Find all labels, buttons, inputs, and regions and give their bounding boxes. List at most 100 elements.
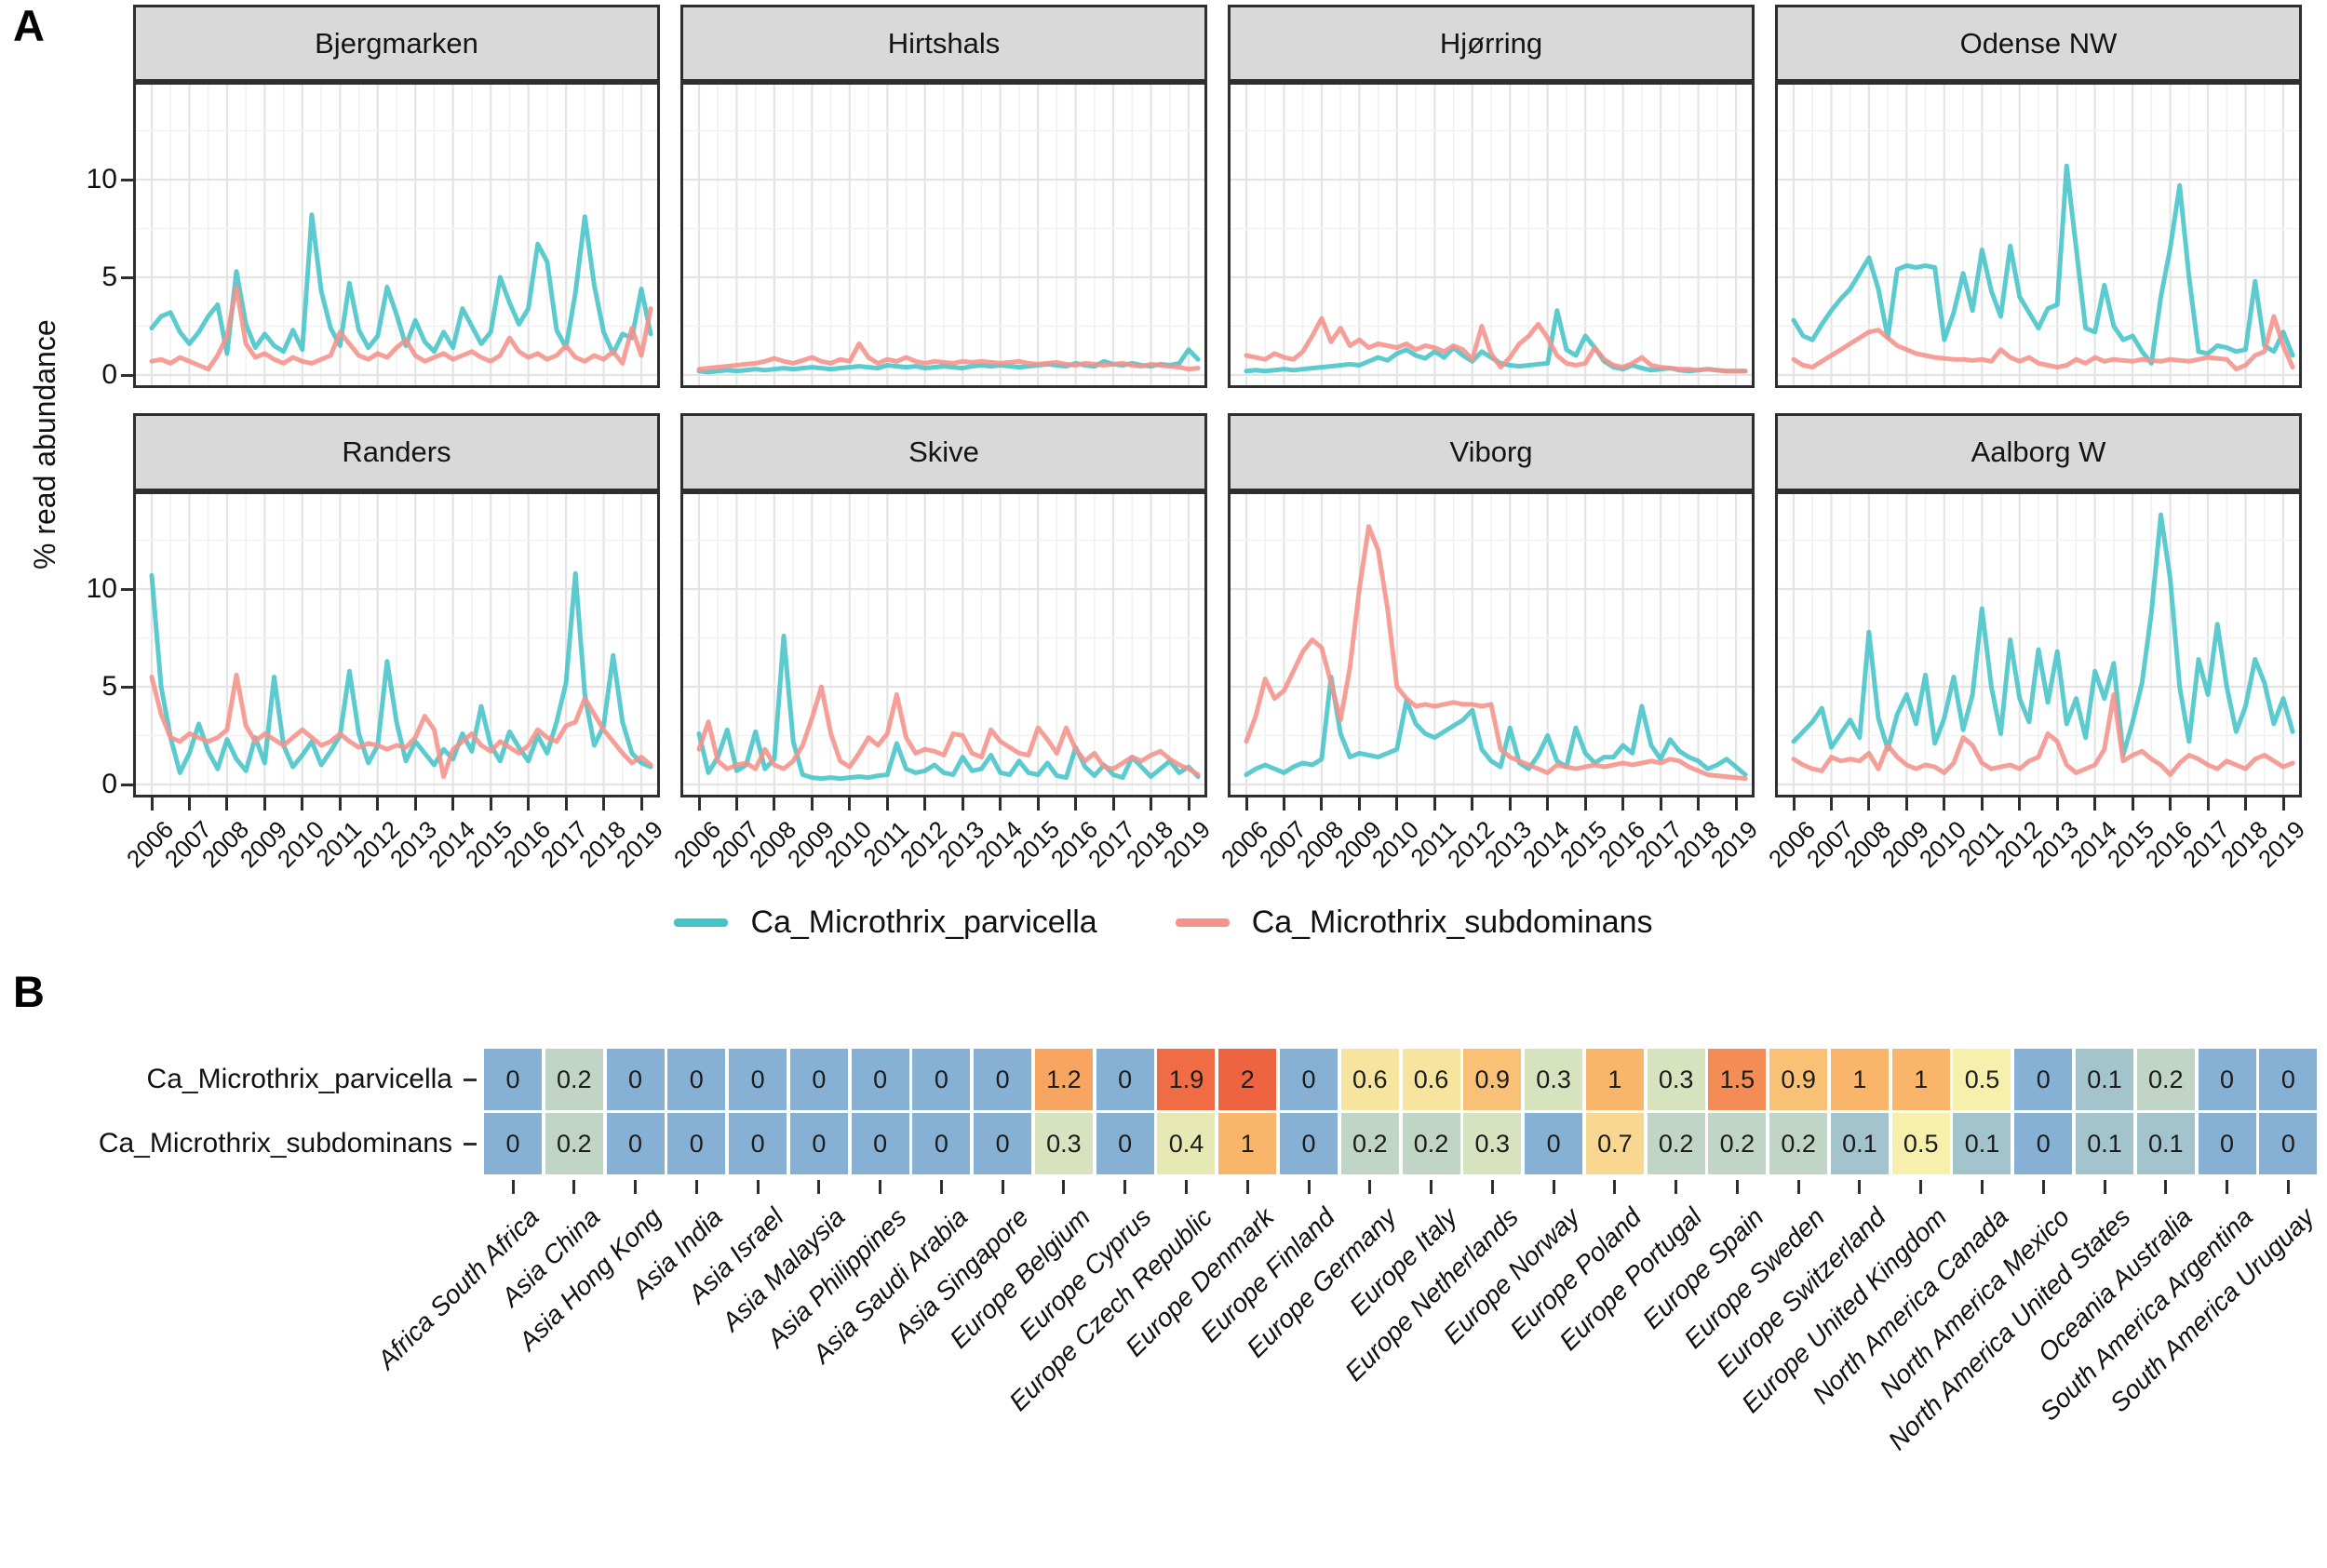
x-tick-mark	[1074, 797, 1078, 811]
series-line-Ca_Microthrix_subdominans	[696, 341, 1201, 372]
x-tick-mark	[2131, 797, 2134, 811]
y-tick-mark	[121, 783, 133, 786]
heatmap-cell: 0	[729, 1113, 787, 1174]
heatmap-cell: 0.1	[2136, 1113, 2195, 1174]
x-tick-mark	[262, 797, 266, 811]
heatmap-cell: 0	[606, 1113, 665, 1174]
heatmap-cell: 0.2	[2136, 1049, 2195, 1110]
facet-plot-Hjørring	[1228, 82, 1755, 388]
legend: Ca_Microthrix_parvicella Ca_Microthrix_s…	[0, 905, 2327, 941]
heatmap-col-tick-mark	[1919, 1180, 1923, 1194]
legend-label-parvicella: Ca_Microthrix_parvicella	[750, 905, 1097, 940]
series-line-Ca_Microthrix_parvicella	[149, 570, 653, 775]
heatmap-cell: 0	[1096, 1113, 1154, 1174]
heatmap-cell: 0	[606, 1049, 665, 1110]
heatmap-col-tick-mark	[939, 1180, 943, 1194]
facet-plot-Odense NW	[1775, 82, 2302, 388]
heatmap-cell: 0	[2259, 1113, 2318, 1174]
heatmap-cell: 1.2	[1034, 1049, 1093, 1110]
facet-plot-Viborg	[1228, 491, 1755, 797]
x-tick-mark	[150, 797, 154, 811]
facet-header: Hjørring	[1228, 5, 1755, 82]
series-line-Ca_Microthrix_parvicella	[696, 633, 1201, 782]
heatmap-row-label: Ca_Microthrix_parvicella	[146, 1064, 452, 1094]
heatmap-col-tick-mark	[1123, 1180, 1127, 1194]
heatmap-col-tick-mark	[1001, 1180, 1004, 1194]
x-tick-mark	[564, 797, 568, 811]
x-tick-mark	[848, 797, 852, 811]
heatmap-col-tick-mark	[1552, 1180, 1555, 1194]
heatmap-col-tick-mark	[1430, 1180, 1433, 1194]
x-tick-mark	[773, 797, 776, 811]
heatmap-cell: 1	[1585, 1049, 1644, 1110]
facet-plot-Hirtshals	[680, 82, 1207, 388]
heatmap-cell: 0	[912, 1113, 971, 1174]
y-axis-label: % read abundance	[28, 319, 61, 570]
y-tick-mark	[121, 178, 133, 181]
y-tick-label: 5	[101, 671, 117, 702]
heatmap-cell: 1	[1218, 1113, 1277, 1174]
facet-plot-Aalborg W	[1775, 491, 2302, 797]
heatmap-cell: 0.4	[1157, 1113, 1216, 1174]
y-tick-label: 10	[86, 164, 117, 194]
x-tick-mark	[961, 797, 964, 811]
heatmap-cell: 0	[851, 1113, 909, 1174]
series-line-Ca_Microthrix_parvicella	[1791, 512, 2295, 757]
heatmap-row-tick-mark	[464, 1142, 477, 1146]
heatmap-cell: 0	[2014, 1113, 2073, 1174]
heatmap-cell: 1	[1830, 1049, 1889, 1110]
y-tick-label: 0	[101, 769, 117, 799]
x-tick-mark	[2093, 797, 2097, 811]
facet-header: Viborg	[1228, 413, 1755, 491]
x-tick-mark	[923, 797, 927, 811]
heatmap-col-tick-mark	[879, 1180, 882, 1194]
x-tick-mark	[489, 797, 492, 811]
facet-header: Skive	[680, 413, 1207, 491]
heatmap-cell: 0	[2259, 1049, 2318, 1110]
facet-title: Skive	[908, 436, 979, 468]
x-tick-mark	[734, 797, 738, 811]
x-tick-mark	[1943, 797, 1946, 811]
x-tick-mark	[810, 797, 814, 811]
heatmap-col-tick-mark	[1858, 1180, 1862, 1194]
x-tick-mark	[602, 797, 606, 811]
y-tick-label: 10	[86, 573, 117, 604]
legend-swatch-parvicella-icon	[674, 918, 729, 927]
heatmap-cell: 0	[667, 1049, 726, 1110]
series-line-Ca_Microthrix_subdominans	[149, 672, 653, 780]
heatmap-cell: 0.2	[1769, 1113, 1828, 1174]
legend-label-subdominans: Ca_Microthrix_subdominans	[1251, 905, 1653, 940]
x-tick-mark	[1471, 797, 1474, 811]
heatmap-cell: 0	[851, 1049, 909, 1110]
x-tick-mark	[1697, 797, 1701, 811]
heatmap-cell: 0.1	[1830, 1113, 1889, 1174]
facet-plot-Bjergmarken	[133, 82, 660, 388]
heatmap-col-tick-mark	[1307, 1180, 1311, 1194]
x-tick-mark	[301, 797, 304, 811]
heatmap-cell: 0	[2014, 1049, 2073, 1110]
heatmap-col-tick-mark	[2103, 1180, 2106, 1194]
x-tick-mark	[1111, 797, 1115, 811]
heatmap-cell: 0	[1096, 1049, 1154, 1110]
panel-a-label: A	[13, 1, 45, 50]
heatmap-cell: 0	[667, 1113, 726, 1174]
heatmap-col-tick-mark	[1062, 1180, 1066, 1194]
heatmap-cell: 2	[1218, 1049, 1277, 1110]
facet-title: Hirtshals	[887, 26, 1001, 60]
series-line-Ca_Microthrix_subdominans	[1244, 524, 1748, 782]
facet-title: Viborg	[1449, 436, 1533, 468]
y-tick-mark	[121, 685, 133, 689]
heatmap-cell: 0.6	[1402, 1049, 1460, 1110]
heatmap-cell: 0.3	[1034, 1113, 1093, 1174]
series-line-Ca_Microthrix_subdominans	[1791, 314, 2295, 372]
x-tick-mark	[1583, 797, 1587, 811]
x-tick-mark	[1395, 797, 1399, 811]
heatmap-cell: 0	[729, 1049, 787, 1110]
heatmap-col-tick-mark	[756, 1180, 760, 1194]
facet-title: Hjørring	[1439, 26, 1543, 60]
y-tick-mark	[121, 373, 133, 377]
heatmap-col-tick-mark	[1184, 1180, 1188, 1194]
series-line-Ca_Microthrix_parvicella	[149, 212, 653, 356]
x-tick-mark	[187, 797, 191, 811]
